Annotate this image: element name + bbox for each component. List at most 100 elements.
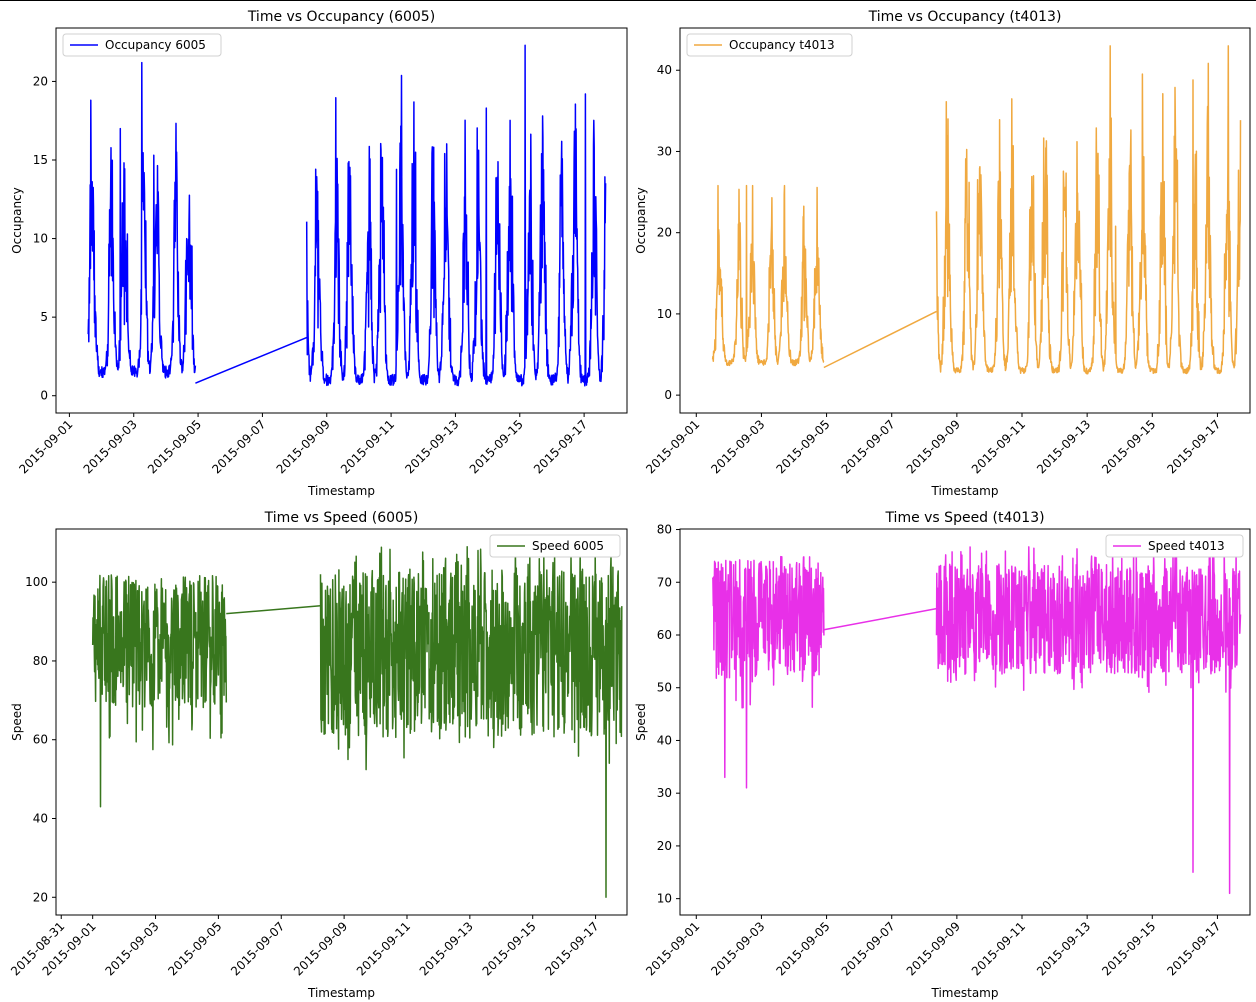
- y-tick-label: 20: [657, 839, 672, 853]
- x-tick-label: 2015-09-05: [773, 417, 832, 476]
- x-axis-label: Timestamp: [931, 484, 999, 498]
- series-line-segment: [87, 61, 197, 379]
- axes-frame: [55, 528, 628, 916]
- series-1: [711, 545, 1242, 895]
- series-1: [87, 44, 607, 387]
- axes-frame: [55, 27, 628, 414]
- axes-frame: [679, 27, 1251, 414]
- series-line-segment: [711, 555, 825, 789]
- x-tick-label: 2015-09-15: [480, 919, 539, 978]
- x-tick-label: 2015-09-13: [417, 919, 476, 978]
- x-tick-label: 2015-09-11: [969, 919, 1028, 978]
- x-tick-label: 2015-09-15: [467, 417, 526, 476]
- legend: Speed t4013: [1105, 534, 1244, 558]
- x-tick-label: 2015-09-11: [969, 417, 1028, 476]
- x-tick-label: 2015-09-03: [102, 919, 161, 978]
- x-tick-label: 2015-09-15: [1099, 919, 1158, 978]
- x-tick-label: 2015-09-11: [354, 919, 413, 978]
- x-tick-label: 2015-09-09: [904, 417, 963, 476]
- y-axis-label: Speed: [634, 703, 648, 741]
- y-tick-label: 60: [657, 628, 672, 642]
- legend-box: [62, 33, 222, 57]
- legend: Occupancy t4013: [686, 33, 853, 57]
- legend-box: [686, 33, 853, 57]
- y-tick-label: 10: [33, 232, 48, 246]
- y-axis-label: Occupancy: [10, 187, 24, 254]
- legend: Occupancy 6005: [62, 33, 222, 57]
- top-border-line: [0, 0, 1256, 1]
- axes-frame: [679, 528, 1251, 916]
- legend-label: Speed t4013: [1148, 539, 1225, 553]
- y-tick-label: 70: [657, 575, 672, 589]
- y-tick-label: 20: [33, 74, 48, 88]
- x-tick-label: 2015-09-05: [145, 417, 204, 476]
- y-tick-label: 15: [33, 153, 48, 167]
- x-tick-label: 2015-09-03: [708, 919, 767, 978]
- x-tick-label: 2015-09-17: [1164, 417, 1223, 476]
- x-axis-label: Timestamp: [931, 986, 999, 1000]
- x-tick-label: 2015-09-07: [209, 417, 268, 476]
- chart-title: Time vs Occupancy (t4013): [868, 9, 1062, 25]
- series-1: [91, 545, 623, 899]
- x-tick-label: 2015-09-05: [773, 919, 832, 978]
- series-line-segment: [935, 545, 1242, 895]
- series-1: [711, 45, 1242, 375]
- y-tick-label: 0: [40, 389, 48, 403]
- x-tick-label: 2015-09-01: [643, 919, 702, 978]
- y-tick-label: 30: [657, 786, 672, 800]
- series-line-segment: [319, 545, 623, 899]
- y-tick-label: 5: [40, 310, 48, 324]
- y-tick-label: 40: [657, 733, 672, 747]
- y-tick-label: 10: [657, 892, 672, 906]
- x-tick-label: 2015-09-09: [291, 919, 350, 978]
- y-axis-label: Occupancy: [634, 187, 648, 254]
- chart-title: Time vs Occupancy (6005): [247, 9, 435, 25]
- y-tick-label: 40: [657, 63, 672, 77]
- x-tick-label: 2015-09-17: [1164, 919, 1223, 978]
- chart-3: Time vs Speed (6005)204060801002015-08-3…: [8, 510, 628, 1000]
- y-tick-label: 20: [657, 226, 672, 240]
- x-tick-label: 2015-09-03: [81, 417, 140, 476]
- series-line-segment: [711, 184, 825, 367]
- y-tick-label: 40: [33, 812, 48, 826]
- x-tick-label: 2015-09-03: [708, 417, 767, 476]
- series-gap-bridge: [823, 310, 937, 369]
- series-gap-bridge: [195, 336, 307, 384]
- legend-label: Occupancy t4013: [729, 38, 835, 52]
- series-line-segment: [91, 574, 228, 808]
- y-tick-label: 0: [664, 388, 672, 402]
- y-tick-label: 10: [657, 307, 672, 321]
- x-tick-label: 2015-09-13: [1034, 919, 1093, 978]
- chart-2: Time vs Occupancy (t4013) 0 10 20 30 40 2015-0…: [634, 9, 1251, 498]
- x-tick-label: 2015-09-07: [839, 417, 898, 476]
- x-tick-label: 2015-09-17: [531, 417, 590, 476]
- x-tick-label: 2015-09-07: [228, 919, 287, 978]
- y-tick-label: 80: [33, 654, 48, 668]
- y-axis-label: Speed: [10, 703, 24, 741]
- x-tick-label: 2015-09-13: [402, 417, 461, 476]
- chart-4: Time vs Speed (t4013) 10 20 30 40 50 60 70 80 201…: [634, 510, 1251, 1000]
- y-tick-label: 80: [657, 523, 672, 537]
- x-tick-label: 2015-09-05: [165, 919, 224, 978]
- legend-label: Occupancy 6005: [105, 38, 206, 52]
- x-tick-label: 2015-09-01: [16, 417, 75, 476]
- x-tick-label: 2015-09-09: [274, 417, 333, 476]
- x-tick-label: 2015-09-13: [1034, 417, 1093, 476]
- series-gap-bridge: [823, 607, 937, 631]
- y-tick-label: 30: [657, 144, 672, 158]
- legend-box: [1105, 534, 1244, 558]
- x-tick-label: 2015-09-09: [904, 919, 963, 978]
- x-tick-label: 2015-09-11: [338, 417, 397, 476]
- chart-title: Time vs Speed (6005): [264, 510, 419, 526]
- y-tick-label: 60: [33, 733, 48, 747]
- series-line-segment: [935, 45, 1242, 375]
- chart-title: Time vs Speed (t4013): [884, 510, 1044, 526]
- x-tick-label: 2015-09-07: [839, 919, 898, 978]
- legend-label: Speed 6005: [532, 539, 604, 553]
- x-axis-label: Timestamp: [307, 484, 375, 498]
- y-tick-label: 50: [657, 681, 672, 695]
- chart-1: Time vs Occupancy (6005) 0 5 10 15 20 2015-09-…: [10, 9, 628, 498]
- x-tick-label: 2015-09-17: [542, 919, 601, 978]
- series-line-segment: [305, 44, 607, 387]
